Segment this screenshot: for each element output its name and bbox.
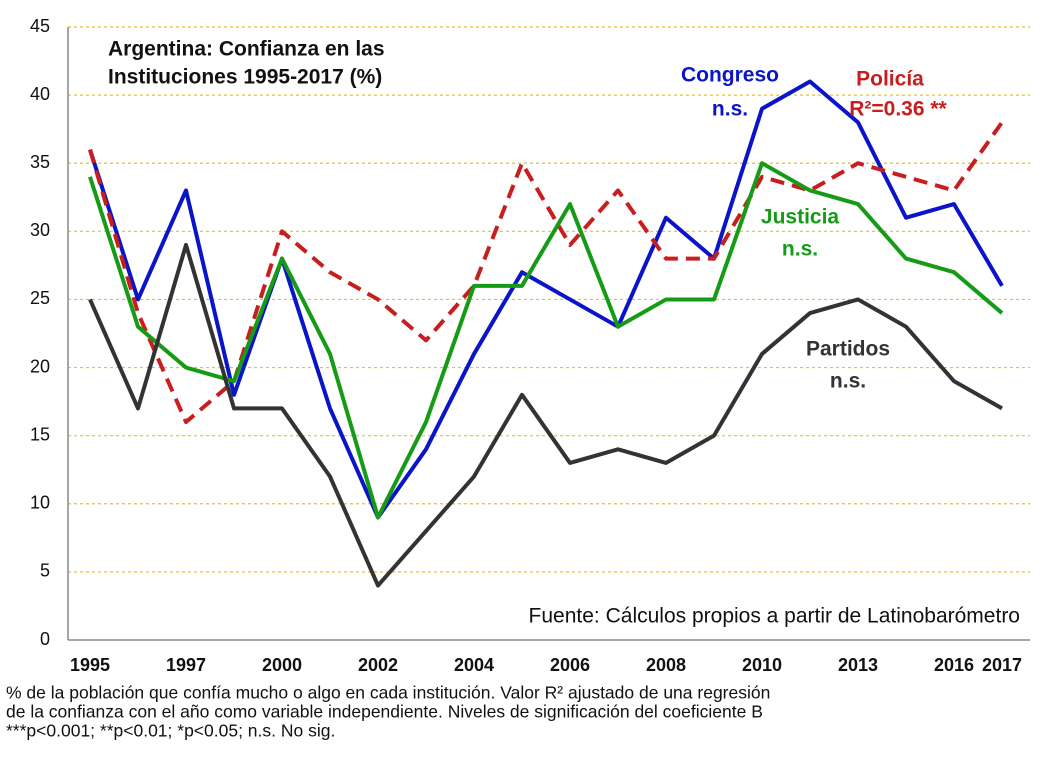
- series-label: Congreso: [681, 64, 779, 87]
- chart-title: Instituciones 1995-2017 (%): [108, 66, 382, 89]
- y-tick-label: 20: [30, 356, 50, 376]
- x-tick-label: 2004: [454, 655, 494, 675]
- y-tick-label: 0: [40, 629, 50, 649]
- series-line: [88, 79, 1004, 520]
- y-tick-label: 25: [30, 288, 50, 308]
- x-tick-label: 2002: [358, 655, 398, 675]
- x-tick-label: 1995: [70, 655, 110, 675]
- y-tick-label: 5: [40, 561, 50, 581]
- x-tick-label: 2016: [934, 655, 974, 675]
- x-tick-label: 2013: [838, 655, 878, 675]
- footnote: % de la población que confía mucho o alg…: [6, 683, 770, 703]
- x-tick-label: 2008: [646, 655, 686, 675]
- y-tick-label: 40: [30, 84, 50, 104]
- footnote: de la confianza con el año como variable…: [6, 702, 763, 722]
- y-tick-label: 35: [30, 152, 50, 172]
- y-tick-label: 15: [30, 424, 50, 444]
- series-note: n.s.: [712, 98, 748, 121]
- x-tick-label: 2006: [550, 655, 590, 675]
- series-label: Policía: [856, 68, 924, 91]
- series-line: [88, 161, 1004, 520]
- y-tick-label: 45: [30, 16, 50, 36]
- series-line: [88, 242, 1003, 588]
- y-tick-label: 30: [30, 220, 50, 240]
- y-tick-label: 10: [30, 493, 50, 513]
- series-note: R²=0.36 **: [849, 98, 947, 121]
- chart-title: Argentina: Confianza en las: [108, 38, 385, 61]
- source: Fuente: Cálculos propios a partir de Lat…: [529, 605, 1020, 628]
- series-label: Justicia: [761, 206, 840, 229]
- x-tick-label: 2000: [262, 655, 302, 675]
- series-label: Partidos: [806, 338, 890, 361]
- series-note: n.s.: [782, 238, 818, 261]
- footnote: ***p<0.001; **p<0.01; *p<0.05; n.s. No s…: [6, 721, 335, 741]
- x-tick-label: 2010: [742, 655, 782, 675]
- x-tick-label: 1997: [166, 655, 206, 675]
- series-note: n.s.: [830, 370, 866, 393]
- x-tick-label: 2017: [982, 655, 1022, 675]
